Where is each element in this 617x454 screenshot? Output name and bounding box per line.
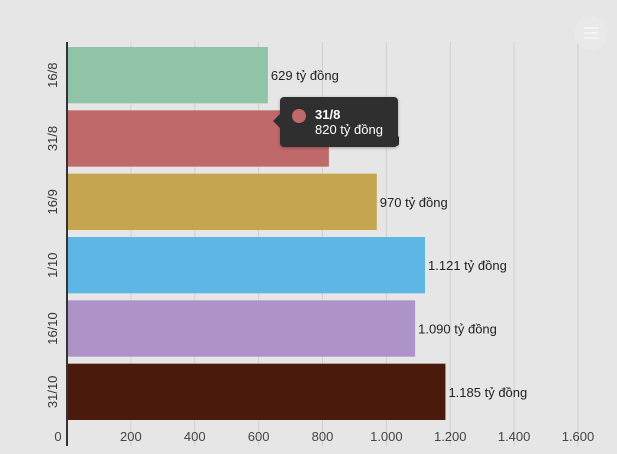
tooltip-arrow <box>273 114 280 128</box>
x-tick-label: 1.200 <box>434 429 467 444</box>
x-tick-label: 600 <box>248 429 270 444</box>
x-tick-label: 200 <box>120 429 142 444</box>
x-tick-label: 1.600 <box>562 429 595 444</box>
bar <box>67 173 377 230</box>
data-label: 1.090 tỷ đồng <box>418 322 497 337</box>
hamburger-menu-icon <box>584 27 598 39</box>
x-tick-label: 800 <box>312 429 334 444</box>
bar <box>67 363 446 420</box>
chart-menu-button[interactable] <box>574 16 608 50</box>
x-tick-label: 1.400 <box>498 429 531 444</box>
x-tick-label: 1.000 <box>370 429 403 444</box>
category-label: 16/8 <box>45 63 60 88</box>
bar <box>67 237 426 294</box>
data-label: 970 tỷ đồng <box>380 195 448 210</box>
category-label: 16/10 <box>45 312 60 345</box>
category-label: 16/9 <box>45 189 60 214</box>
bar <box>67 300 416 357</box>
x-tick-label: 400 <box>184 429 206 444</box>
category-labels: 16/8 31/8 16/9 1/10 16/10 31/10 <box>45 63 60 409</box>
category-label: 1/10 <box>45 253 60 278</box>
tooltip-value: 820 tỷ đồng <box>315 122 383 137</box>
data-label: 629 tỷ đồng <box>271 68 339 83</box>
x-tick-labels: 0 200 400 600 800 1.000 1.200 1.400 1.600 <box>54 429 594 444</box>
data-label: 1.185 tỷ đồng <box>448 385 527 400</box>
bar <box>67 47 268 104</box>
category-label: 31/8 <box>45 126 60 151</box>
tooltip-title: 31/8 <box>315 107 341 122</box>
tooltip: 31/8 820 tỷ đồng <box>273 97 398 147</box>
tooltip-color-dot <box>292 109 306 123</box>
data-label: 1.121 tỷ đồng <box>428 258 507 273</box>
x-tick-label: 0 <box>54 429 61 444</box>
category-label: 31/10 <box>45 376 60 409</box>
